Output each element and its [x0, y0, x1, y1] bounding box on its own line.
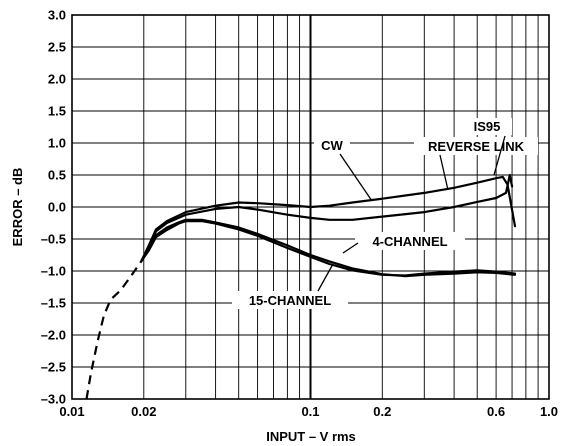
y-tick-label: 2.0	[48, 72, 66, 87]
annotation-15-channel-text: 15-CHANNEL	[249, 293, 331, 308]
leader-cw	[339, 153, 373, 202]
x-tick-label: 0.02	[131, 404, 156, 419]
series-line-4-channel	[140, 218, 517, 278]
annotation-4-channel-text: 4-CHANNEL	[372, 234, 447, 249]
annotation-cw: CW	[314, 136, 350, 154]
y-tick-label: 1.5	[48, 104, 66, 119]
annotation-layer: CW IS95 REVERSE LINK 4-CHANNEL 15-CHANNE…	[232, 118, 538, 309]
x-tick-label: 0.1	[301, 404, 319, 419]
y-tick-label: –0.5	[41, 232, 66, 247]
series-line-is95-reverse-link	[140, 173, 514, 263]
y-tick-label: –1.5	[41, 296, 66, 311]
y-tick-label: 0.5	[48, 168, 66, 183]
leader-15-channel	[317, 263, 334, 292]
x-axis-title: INPUT – V rms	[266, 429, 356, 444]
x-tick-label: 1.0	[540, 404, 558, 419]
y-tick-label: 0.0	[48, 200, 66, 215]
annotation-is95-text: IS95	[474, 119, 501, 134]
annotation-cw-text: CW	[321, 138, 343, 153]
series-line-15-channel	[140, 220, 517, 277]
y-tick-label: –2.0	[41, 328, 66, 343]
annotation-15-channel: 15-CHANNEL	[232, 291, 348, 309]
y-tick-label: 3.0	[48, 8, 66, 23]
x-tick-label: 0.2	[373, 404, 391, 419]
curve-layer	[85, 173, 517, 400]
y-axis-title: ERROR – dB	[10, 168, 25, 247]
y-tick-label: 2.5	[48, 40, 66, 55]
plot-frame	[71, 14, 550, 400]
y-tick-label: 1.0	[48, 136, 66, 151]
series-line-cw	[140, 175, 517, 263]
leader-reverse-link	[439, 154, 449, 191]
x-tick-label: 0.6	[487, 404, 505, 419]
annotation-is95: IS95	[462, 118, 512, 135]
annotation-reverse-link: REVERSE LINK	[414, 137, 538, 155]
leader-is95	[493, 135, 506, 176]
x-tick-label: 0.01	[59, 404, 84, 419]
annotation-4-channel: 4-CHANNEL	[355, 232, 465, 250]
y-tick-label: –3.0	[41, 392, 66, 407]
annotation-reverse-link-text: REVERSE LINK	[428, 139, 525, 154]
axis-text-layer: INPUT – V rms ERROR – dB 3.0 2.5 2.0 1.5 1.0…	[10, 8, 558, 445]
y-tick-label: –2.5	[41, 360, 66, 375]
y-tick-label: –1.0	[41, 264, 66, 279]
leader-4-channel	[342, 242, 359, 254]
series-line-dashed-segment	[85, 260, 143, 400]
